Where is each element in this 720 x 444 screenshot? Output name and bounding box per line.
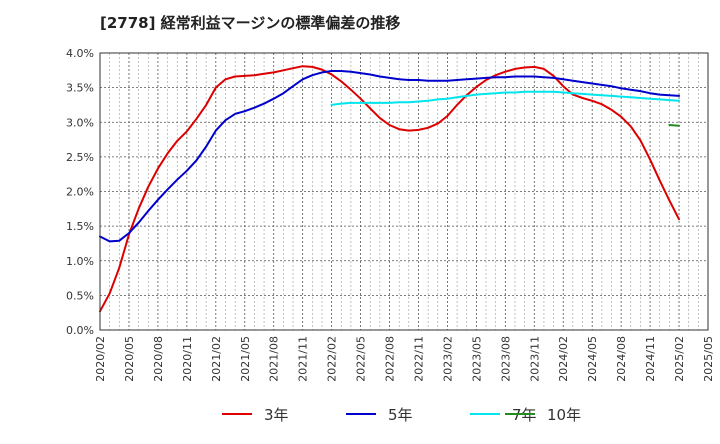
y-tick-label: 1.5% — [66, 220, 94, 233]
x-tick-label: 2024/08 — [615, 336, 628, 382]
x-axis: 2020/02 2020/05 2020/08 2020/11 2021/02 2021/… — [94, 336, 715, 382]
x-tick-label: 2023/02 — [441, 336, 454, 382]
y-tick-label: 1.0% — [66, 255, 94, 268]
x-tick-label: 2023/11 — [528, 336, 541, 382]
x-tick-label: 2023/08 — [499, 336, 512, 382]
x-tick-label: 2021/11 — [297, 336, 310, 382]
y-tick-label: 0.0% — [66, 324, 94, 337]
series-line-7年 — [330, 90, 680, 106]
chart-title: [2778] 経常利益マージンの標準偏差の推移 — [100, 14, 401, 32]
y-tick-label: 2.5% — [66, 151, 94, 164]
y-tick-label: 0.5% — [66, 289, 94, 302]
x-tick-label: 2021/05 — [239, 336, 252, 382]
x-tick-label: 2022/02 — [326, 336, 339, 382]
x-tick-label: 2020/05 — [123, 336, 136, 382]
plot-frame — [99, 52, 709, 331]
y-axis: 0.0% 0.5% 1.0% 1.5% 2.0% 2.5% 3.0% 3.5% 4.0% — [66, 47, 94, 337]
legend-label: 3年 — [264, 406, 289, 424]
x-tick-label: 2020/11 — [181, 336, 194, 382]
x-tick-label: 2022/08 — [384, 336, 397, 382]
x-tick-label: 2024/02 — [557, 336, 570, 382]
x-tick-label: 2025/05 — [702, 336, 715, 382]
x-tick-label: 2023/05 — [470, 336, 483, 382]
legend: 3年 5年 7年 10年 — [222, 406, 581, 424]
series-line-3年 — [99, 65, 680, 313]
series-line-5年 — [99, 70, 680, 243]
series-lines — [99, 65, 680, 313]
y-tick-label: 3.5% — [66, 82, 94, 95]
y-tick-label: 4.0% — [66, 47, 94, 60]
x-tick-label: 2022/05 — [355, 336, 368, 382]
legend-label: 5年 — [388, 406, 413, 424]
legend-label: 10年 — [547, 406, 581, 424]
y-tick-label: 3.0% — [66, 116, 94, 129]
x-tick-label: 2022/11 — [412, 336, 425, 382]
x-tick-label: 2021/02 — [210, 336, 223, 382]
x-tick-label: 2024/05 — [586, 336, 599, 382]
x-tick-label: 2025/02 — [673, 336, 686, 382]
x-tick-label: 2020/08 — [152, 336, 165, 382]
x-tick-label: 2020/02 — [94, 336, 107, 382]
x-tick-label: 2024/11 — [644, 336, 657, 382]
y-tick-label: 2.0% — [66, 186, 94, 199]
x-tick-label: 2021/08 — [268, 336, 281, 382]
series-line-10年 — [668, 124, 680, 127]
